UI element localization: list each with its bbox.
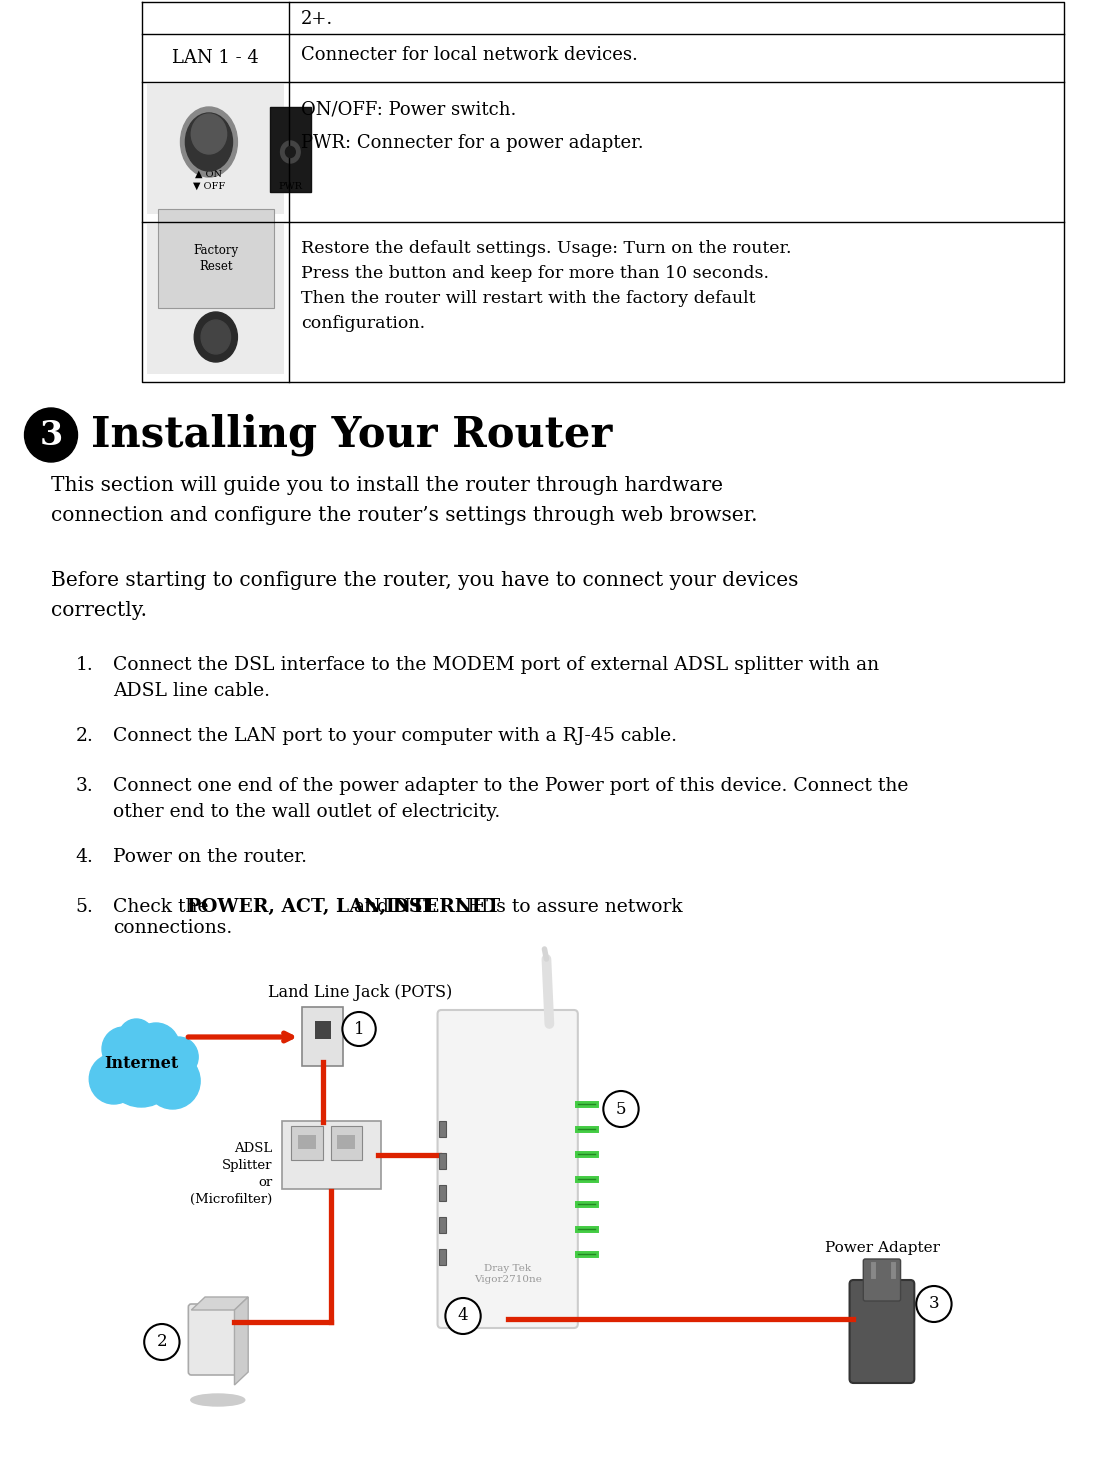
Text: Factory
Reset: Factory Reset: [193, 244, 238, 272]
Circle shape: [144, 1325, 179, 1360]
Text: LEDs to assure network: LEDs to assure network: [449, 898, 683, 916]
Bar: [315, 1021, 331, 1039]
Text: 5.: 5.: [76, 898, 94, 916]
Text: 5: 5: [616, 1101, 626, 1117]
Polygon shape: [234, 1296, 248, 1385]
Text: INTERNET: INTERNET: [384, 898, 500, 916]
Ellipse shape: [180, 107, 237, 178]
Circle shape: [25, 408, 78, 462]
Text: Internet: Internet: [104, 1054, 178, 1072]
Bar: [439, 1249, 447, 1265]
Text: Power Adapter: Power Adapter: [825, 1242, 940, 1255]
FancyBboxPatch shape: [331, 1126, 362, 1160]
Circle shape: [145, 1052, 201, 1109]
Circle shape: [342, 1012, 375, 1046]
Circle shape: [917, 1286, 951, 1322]
Text: 2: 2: [157, 1333, 167, 1350]
FancyBboxPatch shape: [863, 1259, 900, 1301]
Text: Restore the default settings. Usage: Turn on the router.
Press the button and ke: Restore the default settings. Usage: Tur…: [301, 240, 792, 332]
Ellipse shape: [202, 320, 231, 354]
Text: Connect the DSL interface to the MODEM port of external ADSL splitter with an
AD: Connect the DSL interface to the MODEM p…: [113, 656, 879, 700]
Ellipse shape: [192, 114, 226, 154]
Circle shape: [119, 1020, 154, 1055]
Text: 3: 3: [39, 419, 62, 451]
Bar: [439, 1217, 447, 1233]
Bar: [870, 1261, 876, 1279]
Text: Connect the LAN port to your computer with a RJ-45 cable.: Connect the LAN port to your computer wi…: [113, 727, 677, 744]
FancyBboxPatch shape: [438, 1009, 578, 1328]
Ellipse shape: [190, 1394, 245, 1406]
Bar: [439, 1185, 447, 1200]
Bar: [439, 1120, 447, 1137]
Text: connections.: connections.: [113, 919, 232, 937]
Polygon shape: [192, 1296, 248, 1310]
FancyBboxPatch shape: [282, 1120, 381, 1188]
Ellipse shape: [185, 112, 233, 172]
Bar: [147, 223, 284, 374]
Text: ON/OFF: Power switch.: ON/OFF: Power switch.: [301, 101, 517, 118]
Text: 3: 3: [929, 1295, 939, 1313]
Text: POWER, ACT, LAN, DSL: POWER, ACT, LAN, DSL: [187, 898, 436, 916]
Bar: [890, 1261, 896, 1279]
Bar: [439, 1153, 447, 1169]
FancyBboxPatch shape: [270, 107, 311, 192]
Text: Dray Tek
Vigor2710ne: Dray Tek Vigor2710ne: [473, 1264, 541, 1285]
Text: Connect one end of the power adapter to the Power port of this device. Connect t: Connect one end of the power adapter to …: [113, 777, 908, 821]
Text: Before starting to configure the router, you have to connect your devices
correc: Before starting to configure the router,…: [51, 571, 799, 620]
Bar: [147, 84, 284, 215]
Ellipse shape: [285, 147, 295, 157]
Text: and: and: [348, 898, 394, 916]
Circle shape: [604, 1091, 638, 1126]
Text: 2.: 2.: [76, 727, 94, 744]
Text: PWR: Connecter for a power adapter.: PWR: Connecter for a power adapter.: [301, 135, 644, 152]
FancyBboxPatch shape: [188, 1304, 237, 1375]
Text: 4: 4: [458, 1307, 468, 1325]
Text: Check the: Check the: [113, 898, 214, 916]
Text: 1.: 1.: [76, 656, 94, 673]
Text: ADSL
Splitter
or
(Microfilter): ADSL Splitter or (Microfilter): [190, 1143, 273, 1206]
Circle shape: [102, 1027, 145, 1072]
Text: PWR: PWR: [278, 182, 302, 191]
FancyBboxPatch shape: [292, 1126, 323, 1160]
Text: Power on the router.: Power on the router.: [113, 848, 306, 866]
Text: Installing Your Router: Installing Your Router: [91, 414, 613, 456]
Bar: [338, 1135, 355, 1148]
Text: ▲ ON: ▲ ON: [195, 170, 223, 179]
Text: 1: 1: [354, 1021, 364, 1037]
Text: 3.: 3.: [76, 777, 94, 795]
Text: 4.: 4.: [76, 848, 94, 866]
Circle shape: [159, 1037, 198, 1077]
Text: 2+.: 2+.: [301, 10, 333, 28]
Text: Land Line Jack (POTS): Land Line Jack (POTS): [267, 984, 452, 1000]
Circle shape: [133, 1023, 179, 1072]
Circle shape: [446, 1298, 481, 1333]
Circle shape: [89, 1054, 138, 1104]
FancyBboxPatch shape: [850, 1280, 915, 1382]
Text: Connecter for local network devices.: Connecter for local network devices.: [301, 46, 638, 64]
Ellipse shape: [194, 312, 237, 363]
Text: This section will guide you to install the router through hardware
connection an: This section will guide you to install t…: [51, 477, 758, 524]
Circle shape: [104, 1032, 178, 1107]
Text: LAN 1 - 4: LAN 1 - 4: [173, 49, 260, 67]
Text: ▼ OFF: ▼ OFF: [193, 182, 225, 191]
FancyBboxPatch shape: [302, 1006, 343, 1066]
Bar: [299, 1135, 316, 1148]
Ellipse shape: [281, 141, 300, 163]
